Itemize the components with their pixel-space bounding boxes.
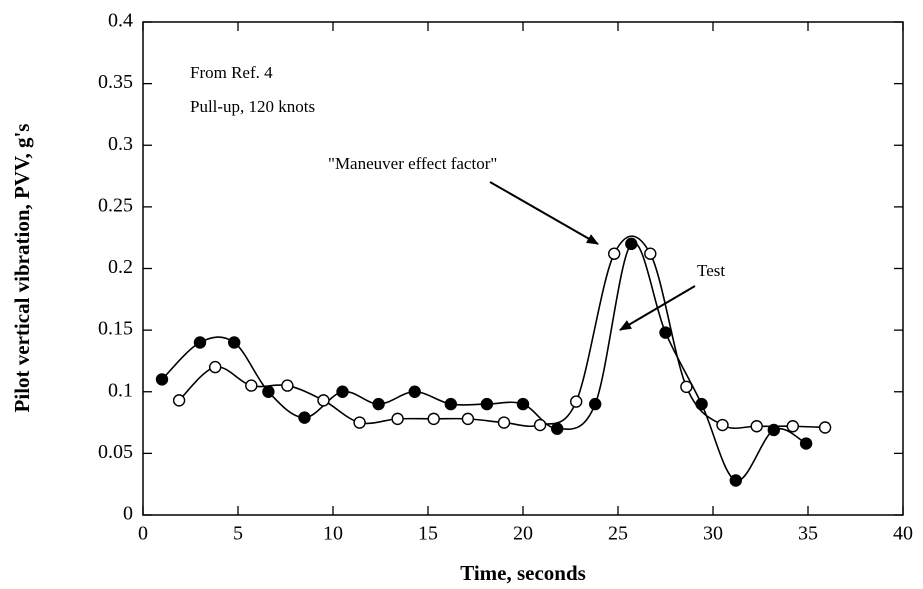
- y-axis-label: Pilot vertical vibration, PVV, g's: [10, 124, 34, 413]
- arrow: [489, 181, 599, 245]
- y-tick-label: 0.1: [108, 379, 133, 401]
- data-point: [480, 397, 494, 411]
- x-tick-label: 5: [233, 523, 243, 545]
- data-point: [408, 385, 421, 398]
- data-point: [461, 412, 475, 426]
- data-point: [172, 394, 186, 407]
- data-point: [799, 437, 813, 450]
- y-tick-label: 0.35: [98, 71, 133, 93]
- x-tick-label: 35: [798, 523, 818, 545]
- y-tick-label: 0: [123, 503, 133, 525]
- data-point: [786, 420, 799, 433]
- data-point: [336, 385, 349, 398]
- annotation: Pull-up, 120 knots: [190, 97, 315, 116]
- data-point: [155, 373, 169, 386]
- x-tick-label: 30: [703, 523, 723, 545]
- y-tick-label: 0.05: [98, 441, 133, 463]
- y-tick-label: 0.4: [108, 10, 133, 32]
- data-point: [444, 397, 457, 411]
- data-point: [227, 336, 241, 349]
- y-tick-label: 0.25: [98, 194, 133, 216]
- data-point: [533, 418, 547, 432]
- x-axis-label: Time, seconds: [460, 561, 586, 585]
- data-point: [659, 326, 672, 339]
- data-point: [625, 237, 638, 251]
- data-point: [516, 397, 530, 411]
- y-tick-label: 0.2: [108, 256, 133, 278]
- data-point: [245, 379, 258, 392]
- data-point: [208, 360, 222, 374]
- x-tick-label: 25: [608, 523, 628, 545]
- data-point: [262, 385, 275, 398]
- data-point: [589, 397, 602, 411]
- data-point: [551, 422, 564, 435]
- data-point: [427, 412, 440, 426]
- data-point: [497, 416, 511, 429]
- y-tick-label: 0.15: [98, 318, 133, 340]
- data-point: [680, 380, 693, 394]
- data-point: [298, 411, 311, 424]
- data-point: [372, 397, 385, 411]
- data-point: [353, 416, 366, 429]
- data-point: [317, 394, 330, 407]
- annotation: From Ref. 4: [190, 63, 273, 82]
- x-tick-label: 15: [418, 523, 438, 545]
- data-point: [729, 474, 742, 487]
- data-point: [570, 395, 583, 408]
- data-point: [767, 423, 780, 437]
- data-point: [608, 247, 621, 260]
- data-point: [391, 412, 404, 426]
- data-point: [281, 379, 294, 392]
- x-tick-label: 0: [138, 523, 148, 545]
- data-point: [716, 418, 729, 432]
- data-point: [193, 336, 207, 349]
- data-point: [750, 420, 763, 433]
- y-tick-label: 0.3: [108, 133, 133, 155]
- annotation: "Maneuver effect factor": [328, 154, 497, 173]
- data-point: [818, 421, 832, 434]
- annotation: Test: [697, 261, 725, 280]
- x-tick-label: 20: [513, 523, 533, 545]
- x-tick-label: 10: [323, 523, 343, 545]
- x-tick-label: 40: [893, 523, 913, 545]
- data-point: [644, 247, 657, 260]
